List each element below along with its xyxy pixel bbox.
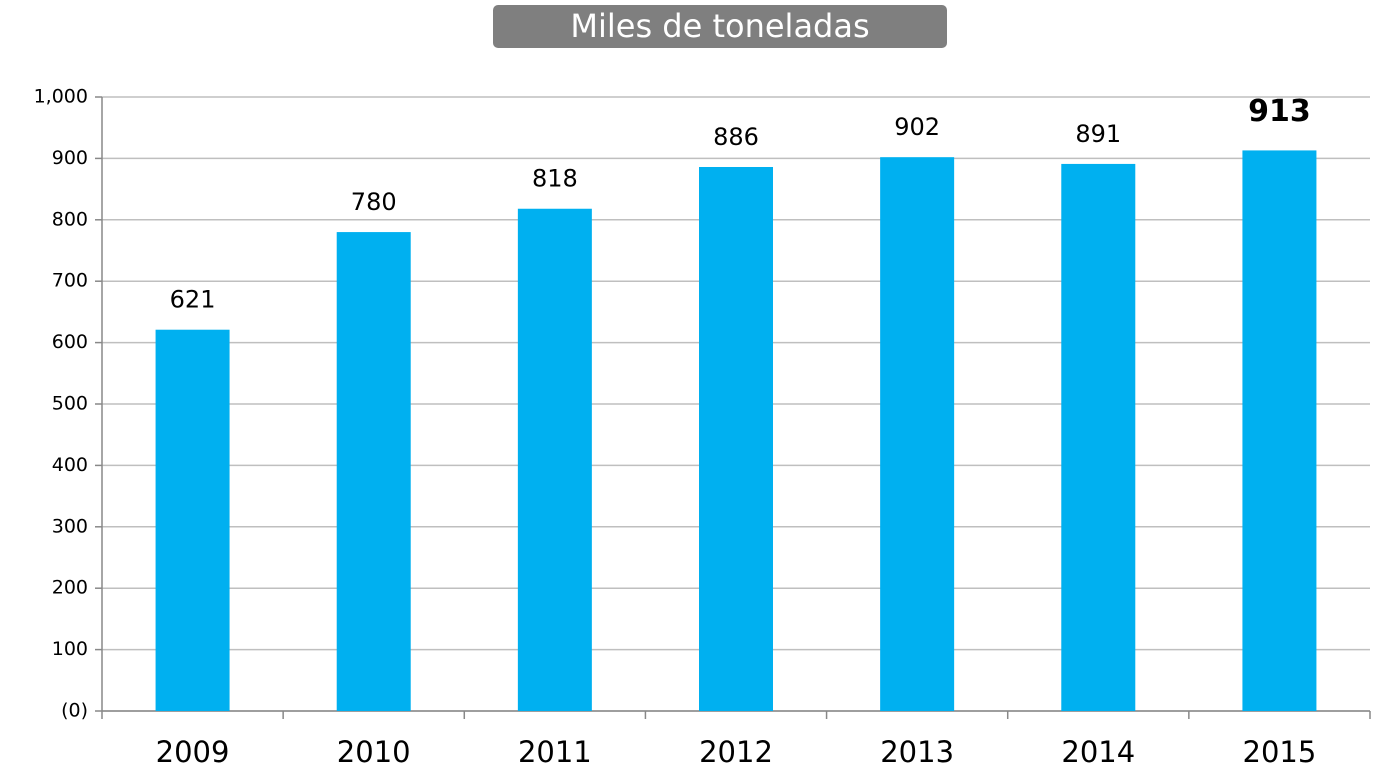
bar (880, 157, 955, 711)
value-label: 891 (1075, 120, 1121, 148)
value-label: 902 (894, 113, 940, 141)
bar (1242, 150, 1317, 712)
title-box (493, 5, 947, 48)
value-label: 913 (1248, 94, 1311, 129)
x-tick-label: 2011 (518, 735, 592, 769)
y-tick-label: 200 (52, 577, 88, 599)
y-tick-label: 800 (52, 208, 88, 230)
value-label: 621 (170, 286, 216, 314)
bar (517, 208, 592, 712)
x-tick-label: 2014 (1061, 735, 1135, 769)
y-tick-label: 1,000 (34, 86, 88, 108)
y-tick-label: (0) (61, 700, 88, 722)
value-label: 780 (351, 188, 397, 216)
y-tick-label: 400 (52, 454, 88, 476)
y-tick-label: 100 (52, 638, 88, 660)
y-tick-label: 500 (52, 393, 88, 415)
bar (699, 166, 773, 712)
bar (1061, 163, 1136, 711)
bar (155, 329, 230, 711)
x-tick-label: 2015 (1243, 735, 1317, 769)
x-tick-label: 2009 (156, 735, 230, 769)
y-tick-label: 900 (52, 147, 88, 169)
chart-title: Miles de toneladas (570, 7, 869, 45)
value-label: 886 (713, 123, 759, 151)
x-tick-label: 2012 (699, 735, 773, 769)
value-label: 818 (532, 165, 578, 193)
x-tick-label: 2013 (880, 735, 954, 769)
y-tick-label: 600 (52, 331, 88, 353)
bar (336, 232, 411, 711)
y-tick-label: 300 (52, 515, 88, 537)
y-tick-label: 700 (52, 270, 88, 292)
x-tick-label: 2010 (337, 735, 411, 769)
